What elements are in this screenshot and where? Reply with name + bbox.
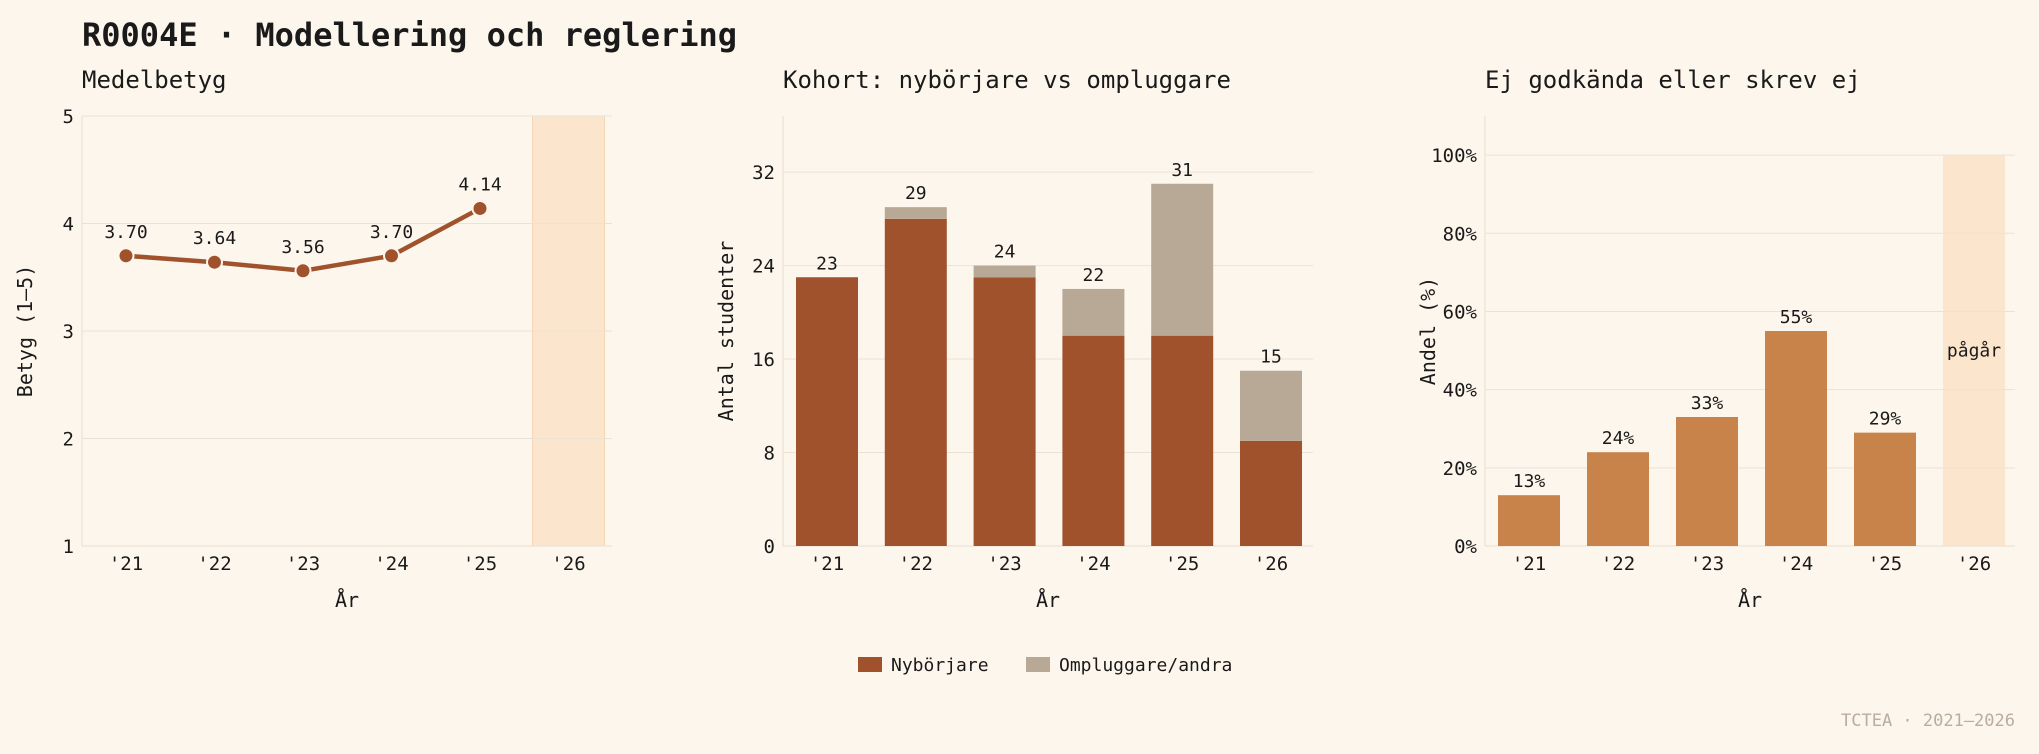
data-point xyxy=(383,247,400,265)
y-tick-label: 60% xyxy=(1443,301,1478,323)
bar xyxy=(1676,417,1738,546)
x-tick-label: '25 xyxy=(1165,553,1199,575)
total-label: 29 xyxy=(905,183,927,204)
legend: Nybörjare Ompluggare/andra xyxy=(858,655,1232,676)
y-tick-label: 16 xyxy=(752,349,775,371)
bar-first-timers xyxy=(884,218,947,546)
data-label: 3.70 xyxy=(370,222,413,243)
y-axis-label: Antal studenter xyxy=(714,241,738,422)
data-label: 29% xyxy=(1869,409,1902,430)
x-tick-label: '24 xyxy=(1779,553,1813,575)
data-point xyxy=(294,262,312,280)
data-label: 24% xyxy=(1602,428,1635,449)
data-label: 33% xyxy=(1691,393,1724,414)
y-tick-label: 24 xyxy=(752,256,775,278)
y-tick-label: 2 xyxy=(63,429,74,451)
bar xyxy=(1587,452,1649,546)
y-tick-label: 40% xyxy=(1443,380,1478,402)
y-tick-label: 5 xyxy=(63,106,74,128)
chart-subtitle: Medelbetyg xyxy=(82,66,227,94)
total-label: 15 xyxy=(1260,347,1282,368)
total-label: 31 xyxy=(1171,160,1193,181)
y-tick-label: 4 xyxy=(63,214,74,236)
bar-repeaters xyxy=(973,265,1036,278)
x-tick-label: '22 xyxy=(197,553,231,575)
data-point xyxy=(471,199,489,217)
y-tick-label: 100% xyxy=(1431,145,1477,167)
y-axis-label: Betyg (1–5) xyxy=(13,265,37,397)
y-tick-label: 8 xyxy=(764,443,775,465)
x-tick-label: '25 xyxy=(463,553,497,575)
x-axis-label: År xyxy=(1738,588,1762,612)
legend-label: Ompluggare/andra xyxy=(1059,655,1232,676)
x-tick-label: '26 xyxy=(1957,553,1991,575)
bar-repeaters xyxy=(1062,288,1125,336)
chart-subtitle: Ej godkända eller skrev ej xyxy=(1485,66,1861,94)
x-tick-label: '24 xyxy=(1076,553,1110,575)
x-tick-label: '26 xyxy=(551,553,585,575)
x-tick-label: '24 xyxy=(374,553,408,575)
y-axis-label: Andel (%) xyxy=(1416,277,1440,385)
chart-cohort: 0 8 16 24 32 Kohort: nybörjare vs ompluggare Å… xyxy=(714,66,1313,676)
legend-swatch-repeaters xyxy=(1026,657,1050,672)
x-tick-label: '23 xyxy=(987,553,1021,575)
bar-first-timers xyxy=(1240,440,1302,546)
x-tick-label: '22 xyxy=(899,553,933,575)
data-label: 3.56 xyxy=(281,237,324,258)
y-tick-label: 1 xyxy=(63,536,74,558)
y-tick-label: 3 xyxy=(63,321,74,343)
y-tick-label: 0% xyxy=(1454,536,1477,558)
x-tick-label: '21 xyxy=(109,553,143,575)
bar-first-timers xyxy=(1062,335,1125,546)
ongoing-label: pågår xyxy=(1947,341,2001,362)
footer-credit: TCTEA · 2021–2026 xyxy=(1841,711,2015,731)
bar-first-timers xyxy=(796,277,858,546)
data-label: 3.70 xyxy=(104,222,147,243)
y-tick-label: 20% xyxy=(1443,458,1478,480)
x-axis-label: År xyxy=(335,588,359,612)
ongoing-band xyxy=(1943,155,2005,546)
chart-fail-rate: 0% 20% 40% 60% 80% 100% Ej godkända eller skre… xyxy=(1416,66,2015,612)
legend-label: Nybörjare xyxy=(891,655,989,676)
y-tick-label: 80% xyxy=(1443,223,1478,245)
y-tick-label: 32 xyxy=(752,162,775,184)
data-point xyxy=(206,253,223,271)
legend-swatch-first-timers xyxy=(858,657,882,672)
bar xyxy=(1498,495,1560,546)
data-label: 55% xyxy=(1780,307,1813,328)
chart-subtitle: Kohort: nybörjare vs ompluggare xyxy=(783,66,1231,94)
bar-repeaters xyxy=(884,207,947,219)
page-title: R0004E · Modellering och reglering xyxy=(82,16,738,54)
x-tick-label: '26 xyxy=(1254,553,1288,575)
data-label: 3.64 xyxy=(193,228,236,249)
x-axis-label: År xyxy=(1036,588,1060,612)
bar xyxy=(1765,331,1827,546)
x-tick-label: '22 xyxy=(1601,553,1635,575)
total-label: 22 xyxy=(1083,265,1105,286)
bar-repeaters xyxy=(1240,370,1302,441)
chart-average-grade: 1 2 3 4 5 Medelbetyg År Betyg (1–5) '21 '22 '23 '24… xyxy=(13,66,612,612)
data-label: 4.14 xyxy=(458,174,501,195)
data-point xyxy=(117,247,135,265)
total-label: 23 xyxy=(816,253,838,274)
bar-repeaters xyxy=(1151,183,1214,336)
x-tick-label: '23 xyxy=(1690,553,1724,575)
bar-first-timers xyxy=(973,277,1036,546)
x-tick-label: '23 xyxy=(286,553,320,575)
x-tick-label: '25 xyxy=(1868,553,1902,575)
bar xyxy=(1854,432,1916,546)
bar-first-timers xyxy=(1151,335,1214,546)
y-tick-label: 0 xyxy=(764,536,775,558)
data-label: 13% xyxy=(1513,471,1546,492)
x-tick-label: '21 xyxy=(1512,553,1546,575)
total-label: 24 xyxy=(994,242,1016,263)
x-tick-label: '21 xyxy=(810,553,844,575)
